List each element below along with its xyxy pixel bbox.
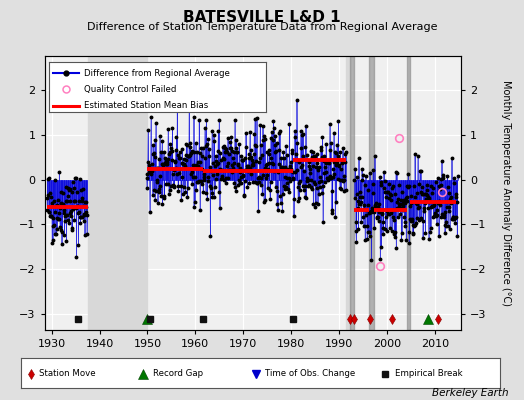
Text: Time of Obs. Change: Time of Obs. Change xyxy=(266,369,356,378)
Bar xyxy=(88,56,147,330)
Text: Empirical Break: Empirical Break xyxy=(395,369,463,378)
Bar xyxy=(350,56,354,330)
Text: Estimated Station Mean Bias: Estimated Station Mean Bias xyxy=(83,101,208,110)
Y-axis label: Monthly Temperature Anomaly Difference (°C): Monthly Temperature Anomaly Difference (… xyxy=(500,80,510,306)
Bar xyxy=(407,56,410,330)
Text: Berkeley Earth: Berkeley Earth xyxy=(432,388,508,398)
Bar xyxy=(369,56,374,330)
Text: BATESVILLE L&D 1: BATESVILLE L&D 1 xyxy=(183,10,341,25)
Text: Difference of Station Temperature Data from Regional Average: Difference of Station Temperature Data f… xyxy=(87,22,437,32)
Bar xyxy=(346,56,350,330)
Text: Difference from Regional Average: Difference from Regional Average xyxy=(83,68,230,78)
Text: Quality Control Failed: Quality Control Failed xyxy=(83,84,176,94)
Text: Station Move: Station Move xyxy=(39,369,96,378)
Text: Record Gap: Record Gap xyxy=(153,369,203,378)
